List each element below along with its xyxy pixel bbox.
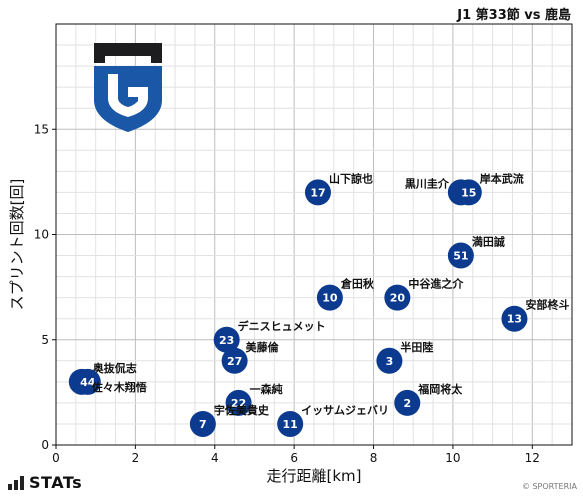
point-number-label: 51 — [453, 250, 468, 263]
player-point: 2 福岡将太 — [394, 382, 463, 416]
point-name-label: 岸本武流 — [480, 171, 524, 185]
point-marker — [376, 347, 403, 374]
point-name-label: 満田誠 — [472, 235, 505, 249]
point-name-label: 宇佐美貴史 — [214, 403, 270, 417]
point-name-label: 美藤倫 — [246, 340, 280, 354]
point-marker — [304, 179, 331, 206]
point-number-label: 23 — [219, 334, 234, 347]
data-points: 17山下諒也4黒川圭介15岸本武流51満田誠10倉田秋20中谷進之介13安部柊斗… — [68, 171, 569, 437]
point-marker — [221, 347, 248, 374]
point-name-label: 山下諒也 — [329, 171, 373, 185]
y-tick-label: 0 — [41, 438, 49, 452]
point-name-label: 一森純 — [250, 382, 283, 396]
point-marker — [501, 305, 528, 332]
x-tick-label: 4 — [211, 451, 219, 465]
point-number-label: 20 — [390, 292, 406, 305]
point-name-label: 福岡将太 — [417, 382, 463, 396]
point-number-label: 15 — [461, 186, 476, 199]
x-tick-label: 2 — [132, 451, 140, 465]
point-number-label: 11 — [283, 418, 298, 431]
player-point: 51 満田誠 — [447, 235, 505, 269]
point-number-label: 13 — [507, 313, 522, 326]
point-marker — [447, 242, 474, 269]
y-tick-label: 15 — [34, 122, 49, 136]
point-number-label: 17 — [310, 186, 325, 199]
x-axis-label: 走行距離[km] — [266, 467, 361, 485]
point-name-label: 佐々木翔悟 — [91, 380, 147, 394]
point-name-label: デニスヒュメット — [238, 319, 326, 333]
credit-text: © SPORTERIA — [521, 482, 577, 491]
player-point: 3 半田陸 — [376, 340, 433, 374]
point-number-label: 2 — [403, 397, 411, 410]
point-name-label: 奥抜侃志 — [92, 361, 137, 375]
point-number-label: 27 — [227, 355, 242, 368]
point-name-label: 安部柊斗 — [525, 298, 569, 312]
point-name-label: 半田陸 — [400, 340, 433, 354]
point-number-label: 10 — [322, 292, 338, 305]
point-marker — [225, 389, 252, 416]
point-marker — [189, 410, 216, 437]
stats-logo: STATs — [8, 473, 82, 492]
brand-text: STATs — [29, 473, 83, 492]
point-marker — [455, 179, 482, 206]
point-number-label: 44 — [80, 376, 96, 389]
x-tick-label: 8 — [370, 451, 378, 465]
x-tick-label: 0 — [52, 451, 60, 465]
x-tick-label: 10 — [445, 451, 460, 465]
point-marker — [384, 284, 411, 311]
y-axis-label: スプリント回数[回] — [8, 179, 26, 311]
club-logo-icon — [94, 43, 162, 132]
axis-ticks: 0 2 4 6 8 10 12 0 5 10 15 — [34, 122, 540, 465]
bars-icon — [8, 475, 24, 490]
x-tick-label: 12 — [525, 451, 540, 465]
point-name-label: 倉田秋 — [340, 277, 375, 291]
player-point: 27 美藤倫 — [221, 340, 280, 374]
point-number-label: 3 — [386, 355, 394, 368]
point-name-label: 黒川圭介 — [405, 176, 450, 190]
point-number-label: 7 — [199, 418, 207, 431]
point-marker — [394, 389, 421, 416]
point-number-label: 22 — [231, 397, 246, 410]
point-marker — [277, 410, 304, 437]
x-tick-label: 6 — [290, 451, 298, 465]
player-point: 15 岸本武流 — [455, 171, 524, 206]
player-point: 7 宇佐美貴史 — [189, 403, 270, 437]
point-name-label: 中谷進之介 — [408, 277, 464, 291]
page-title: J1 第33節 vs 鹿島 — [457, 8, 571, 23]
point-marker — [74, 368, 101, 395]
player-point: 17 山下諒也 — [304, 171, 373, 206]
player-point: 23 デニスヒュメット — [213, 319, 326, 353]
player-point: 22 一森純 — [225, 382, 283, 416]
y-tick-label: 10 — [34, 228, 49, 242]
y-tick-label: 5 — [41, 333, 49, 347]
point-marker — [213, 326, 240, 353]
point-marker — [316, 284, 343, 311]
point-name-label: イッサムジェバリ — [301, 404, 389, 417]
